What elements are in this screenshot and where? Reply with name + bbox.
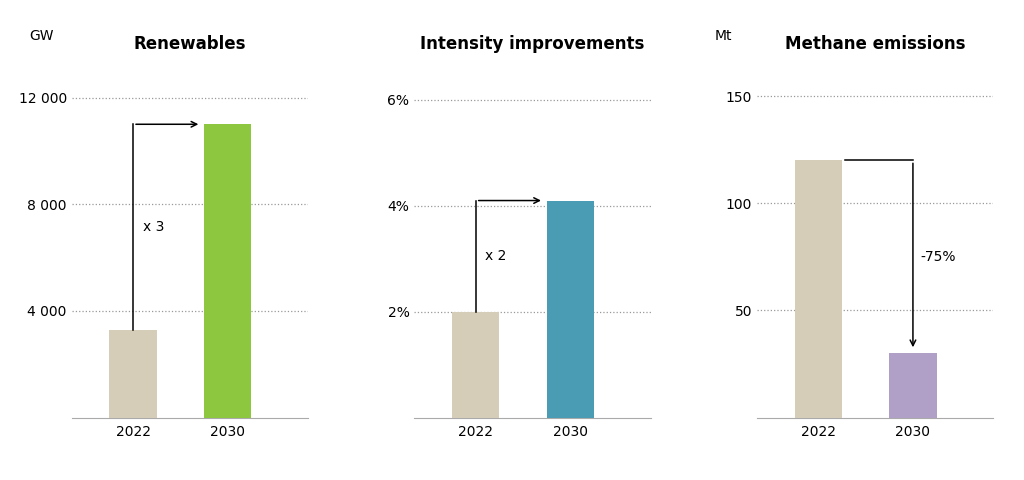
Bar — [110, 330, 157, 418]
Text: x 3: x 3 — [142, 220, 164, 234]
Text: -75%: -75% — [921, 250, 956, 264]
Text: x 2: x 2 — [485, 249, 507, 263]
Title: Renewables: Renewables — [133, 35, 246, 53]
Title: Methane emissions: Methane emissions — [784, 35, 966, 53]
Bar — [453, 312, 500, 418]
Text: GW: GW — [29, 29, 53, 43]
Bar — [795, 160, 842, 418]
Bar — [204, 124, 251, 418]
Title: Intensity improvements: Intensity improvements — [420, 35, 645, 53]
Bar — [547, 201, 594, 418]
Text: Mt: Mt — [715, 29, 732, 43]
Bar — [889, 353, 937, 418]
